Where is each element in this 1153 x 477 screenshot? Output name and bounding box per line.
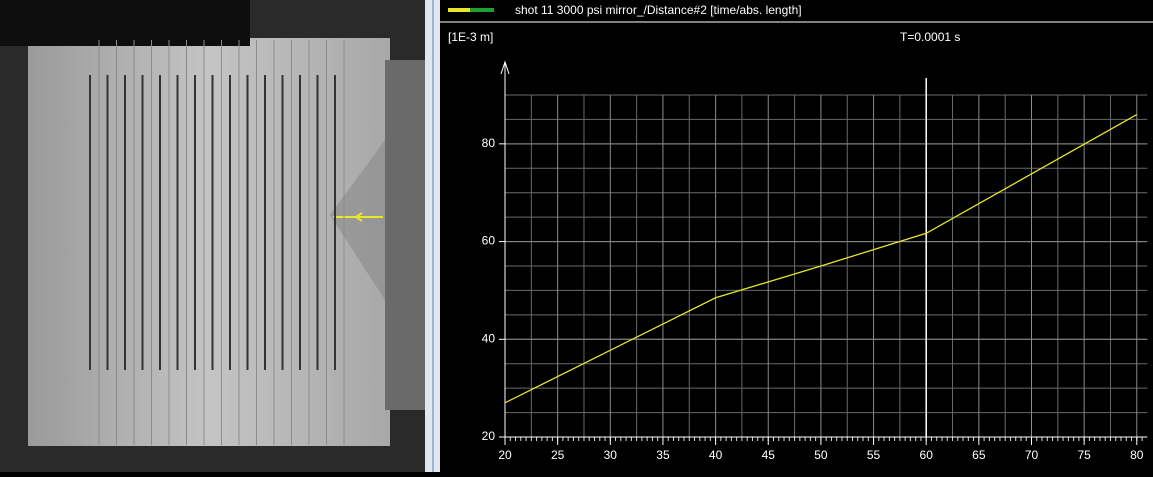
y-tick-label: 20 xyxy=(482,429,496,443)
screen: shot 11 3000 psi mirror_/Distance#2 [tim… xyxy=(0,0,1153,472)
y-tick-label: 40 xyxy=(482,331,496,345)
page: shot 11 3000 psi mirror_/Distance#2 [tim… xyxy=(0,0,1153,472)
x-tick-label: 20 xyxy=(498,448,512,462)
cursor-label: T=0.0001 s xyxy=(900,30,960,44)
camera-image xyxy=(0,0,425,472)
x-tick-label: 55 xyxy=(867,448,881,462)
x-tick-label: 70 xyxy=(1025,448,1039,462)
x-tick-label: 80 xyxy=(1130,448,1144,462)
y-tick-label: 80 xyxy=(482,136,496,150)
x-tick-label: 50 xyxy=(814,448,828,462)
x-tick-label: 25 xyxy=(551,448,565,462)
legend-text: shot 11 3000 psi mirror_/Distance#2 [tim… xyxy=(515,3,802,17)
x-tick-label: 60 xyxy=(920,448,934,462)
legend-swatch xyxy=(470,8,494,12)
x-tick-label: 35 xyxy=(656,448,670,462)
x-tick-label: 30 xyxy=(604,448,618,462)
x-tick-label: 75 xyxy=(1077,448,1091,462)
splitter-line xyxy=(432,0,434,472)
x-tick-label: 65 xyxy=(972,448,986,462)
legend-swatch xyxy=(448,8,470,12)
unit-label: [1E-3 m] xyxy=(448,30,493,44)
x-tick-label: 40 xyxy=(709,448,723,462)
x-tick-label: 45 xyxy=(762,448,776,462)
y-tick-label: 60 xyxy=(482,234,496,248)
